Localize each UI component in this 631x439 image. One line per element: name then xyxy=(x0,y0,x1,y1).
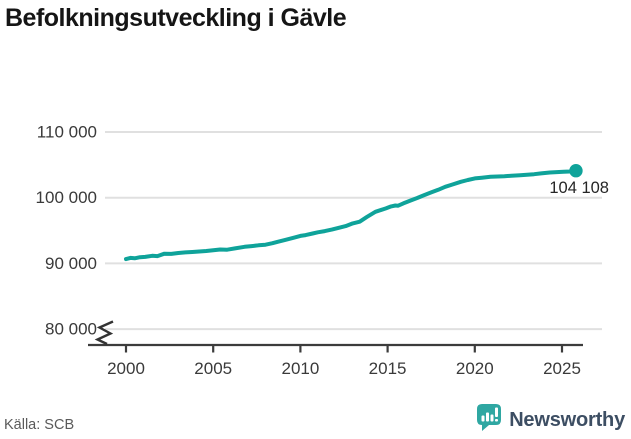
newsworthy-logo: Newsworthy xyxy=(476,403,625,437)
y-axis-tick-label: 90 000 xyxy=(45,254,97,273)
source-note: Källa: SCB xyxy=(4,417,75,433)
series-endpoint-dot xyxy=(569,164,583,178)
y-axis-tick-label: 110 000 xyxy=(37,123,97,142)
x-axis-tick-label: 2025 xyxy=(543,359,581,378)
axis-break-icon xyxy=(94,320,114,346)
x-axis-tick-label: 2015 xyxy=(369,359,407,378)
population-series-line xyxy=(124,168,578,262)
bar-chart-speech-bubble-icon xyxy=(476,403,502,437)
population-line-chart: 110 000 100 000 90 000 80 000 2000 2005 2010 20… xyxy=(36,123,609,379)
y-axis-tick-label: 100 000 xyxy=(36,188,97,207)
endpoint-value-label: 104 108 xyxy=(549,179,609,197)
x-axis-tick-label: 2005 xyxy=(194,359,232,378)
x-axis-tick-label: 2000 xyxy=(107,359,145,378)
brand-name: Newsworthy xyxy=(509,408,625,431)
x-axis-tick-label: 2020 xyxy=(456,359,494,378)
page-title: Befolkningsutveckling i Gävle xyxy=(5,4,347,32)
y-axis-tick-label: 80 000 xyxy=(45,320,97,339)
x-axis-tick-label: 2010 xyxy=(281,359,319,378)
